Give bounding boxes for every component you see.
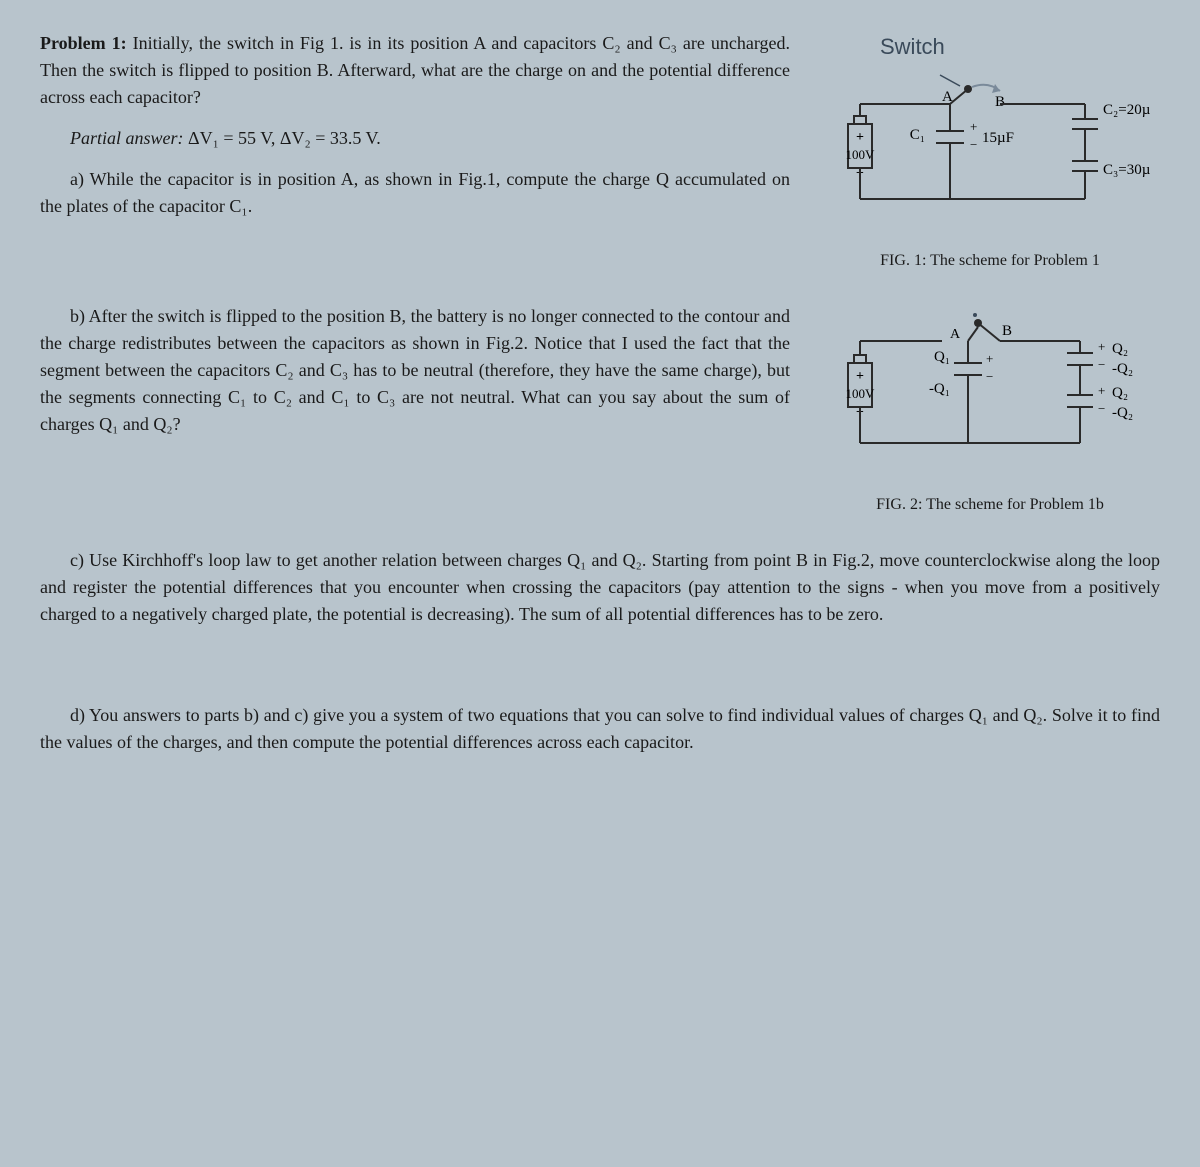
- svg-text:−: −: [1098, 357, 1105, 372]
- fig1-caption: FIG. 1: The scheme for Problem 1: [820, 249, 1160, 273]
- svg-text:A: A: [950, 327, 961, 342]
- svg-text:+: +: [1098, 383, 1105, 398]
- fig2-col: + 100V − A B Q₁ +: [820, 303, 1160, 517]
- svg-text:−: −: [1098, 401, 1105, 416]
- svg-text:Q₁: Q₁: [934, 349, 950, 365]
- svg-text:−: −: [986, 369, 993, 384]
- partial-answer: ΔV₁ = 55 V, ΔV₂ = 33.5 V.: [188, 128, 381, 148]
- problem-text-col: Problem 1: Initially, the switch in Fig …: [40, 30, 790, 273]
- bat-voltage: 100V: [846, 147, 876, 162]
- svg-text:+: +: [986, 351, 993, 366]
- problem-body: Initially, the switch in Fig 1. is in it…: [40, 33, 790, 107]
- pos-a: A: [942, 89, 953, 105]
- fig2-svg: + 100V − A B Q₁ +: [830, 303, 1150, 483]
- svg-text:Q₂: Q₂: [1112, 385, 1128, 401]
- svg-text:-Q₂: -Q₂: [1112, 361, 1133, 377]
- svg-text:+: +: [1098, 339, 1105, 354]
- switch-label: Switch: [820, 30, 1160, 63]
- part-b-text: b) After the switch is flipped to the po…: [40, 303, 790, 438]
- part-b-col: b) After the switch is flipped to the po…: [40, 303, 790, 517]
- c1-minus: −: [970, 137, 977, 152]
- svg-text:+: +: [856, 369, 864, 384]
- part-d-text: d) You answers to parts b) and c) give y…: [40, 702, 1160, 756]
- problem-title: Problem 1:: [40, 33, 127, 53]
- c1-label: C₁: [910, 127, 925, 143]
- bat-plus: +: [856, 130, 864, 145]
- partial-answer-label: Partial answer:: [70, 128, 184, 148]
- row-problem: Problem 1: Initially, the switch in Fig …: [40, 30, 1160, 273]
- fig1-svg: + 100V − A B C₁: [830, 69, 1150, 239]
- svg-text:-Q₁: -Q₁: [929, 381, 950, 397]
- pos-b: B: [995, 94, 1005, 110]
- row-b: b) After the switch is flipped to the po…: [40, 303, 1160, 517]
- partial-answer-line: Partial answer: ΔV₁ = 55 V, ΔV₂ = 33.5 V…: [40, 125, 790, 152]
- svg-text:Q₂: Q₂: [1112, 341, 1128, 357]
- svg-text:100V: 100V: [846, 386, 876, 401]
- part-a-text: a) While the capacitor is in position A,…: [40, 166, 790, 220]
- c1-value: 15µF: [982, 130, 1014, 146]
- fig2-caption: FIG. 2: The scheme for Problem 1b: [820, 493, 1160, 517]
- page: Problem 1: Initially, the switch in Fig …: [40, 30, 1160, 756]
- svg-text:B: B: [1002, 323, 1012, 339]
- svg-text:-Q₂: -Q₂: [1112, 405, 1133, 421]
- c2-label: C₂=20µF: [1103, 102, 1150, 118]
- problem-statement: Problem 1: Initially, the switch in Fig …: [40, 30, 790, 111]
- part-c-text: c) Use Kirchhoff's loop law to get anoth…: [40, 547, 1160, 628]
- c1-plus: +: [970, 119, 977, 134]
- fig1-col: Switch + 100V − A B: [820, 30, 1160, 273]
- c3-label: C₃=30µF: [1103, 162, 1150, 178]
